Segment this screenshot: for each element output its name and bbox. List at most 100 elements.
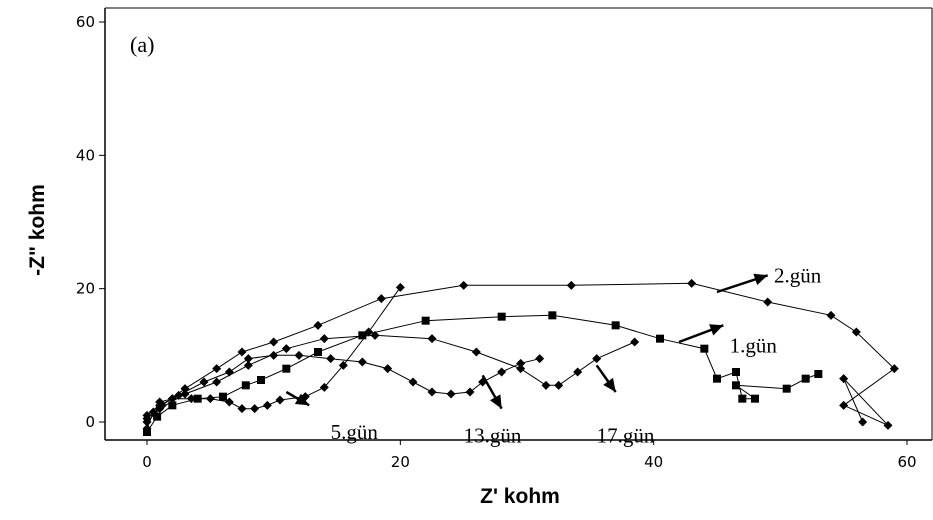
diamond-marker [180, 389, 190, 399]
diamond-marker [186, 394, 196, 404]
square-marker [421, 316, 430, 325]
diamond-marker [395, 282, 405, 292]
y-tick-label: 0 [85, 413, 95, 431]
square-marker [782, 384, 791, 393]
x-tick-label: 0 [142, 453, 152, 471]
annotation-label: 1.gün [730, 333, 778, 357]
diamond-marker [763, 297, 773, 307]
diamond-marker [180, 384, 190, 394]
square-marker [153, 412, 162, 421]
square-marker [497, 312, 506, 321]
diamond-marker [174, 390, 184, 400]
diamond-marker [535, 354, 545, 364]
diamond-marker [281, 344, 291, 354]
diamond-marker [237, 347, 247, 357]
square-marker [732, 368, 740, 376]
diamond-marker [148, 407, 158, 417]
diamond-marker [243, 354, 253, 364]
diamond-marker [155, 404, 165, 414]
diamond-marker [269, 337, 279, 347]
square-marker [282, 364, 291, 373]
panel-label: (a) [130, 32, 154, 57]
square-marker [193, 394, 202, 403]
diamond-marker [243, 360, 253, 370]
x-tick-label: 20 [391, 453, 410, 471]
diamond-marker [839, 400, 849, 410]
axis-ticks: 0 20 40 60 0 20 40 60 [76, 13, 917, 471]
diamond-marker [338, 360, 348, 370]
annotations: 2.gün 1.gün 5.gün 13.gün 17.gün [285, 263, 822, 447]
diamond-marker [630, 337, 640, 347]
series-line-2 [146, 287, 401, 429]
diamond-marker [858, 417, 868, 427]
diamond-marker [224, 367, 234, 377]
diamond-marker [446, 389, 456, 399]
y-axis-label: -Z" kohm [26, 184, 49, 276]
square-marker [713, 374, 721, 383]
annotation-arrowhead [490, 394, 502, 409]
diamond-marker [262, 400, 272, 410]
diamond-marker [319, 334, 329, 344]
diamond-marker [370, 330, 380, 340]
diamond-marker [687, 278, 697, 288]
annotation-label: 2.gün [774, 263, 822, 287]
diamond-marker [566, 280, 576, 290]
diamond-marker [199, 377, 209, 387]
series-line-4 [146, 334, 635, 423]
y-tick-label: 60 [76, 13, 95, 31]
x-axis-label: Z' kohm [480, 485, 560, 508]
diamond-marker [465, 387, 475, 397]
square-marker [548, 311, 557, 320]
diamond-marker [427, 387, 437, 397]
diamond-marker [142, 410, 152, 420]
diamond-marker [357, 357, 367, 367]
series-line-0 [146, 314, 819, 433]
x-tick-label: 40 [644, 453, 663, 471]
diamond-marker [326, 354, 336, 364]
square-marker [801, 374, 810, 383]
diamond-marker [294, 350, 304, 360]
annotation-label: 13.gün [464, 423, 522, 447]
annotation-label: 17.gün [597, 423, 655, 447]
diamond-marker [516, 364, 526, 374]
diamond-marker [319, 382, 329, 392]
square-marker [314, 348, 322, 356]
square-marker [738, 394, 747, 403]
annotation-label: 5.gün [331, 420, 379, 444]
diamond-marker [224, 397, 234, 407]
diamond-marker [516, 358, 526, 368]
square-marker [168, 401, 177, 410]
diamond-marker [883, 420, 893, 430]
square-marker [241, 381, 250, 390]
y-tick-label: 20 [76, 280, 95, 298]
diamond-marker [313, 320, 323, 330]
annotation-arrowhead [603, 377, 616, 392]
diamond-marker [383, 364, 393, 374]
diamond-marker [167, 394, 177, 404]
square-marker [219, 392, 227, 401]
diamond-marker [142, 424, 152, 434]
square-marker [257, 376, 265, 384]
square-marker [358, 331, 367, 340]
annotation-arrowhead [709, 324, 724, 336]
diamond-marker [541, 380, 551, 390]
diamond-marker [851, 327, 861, 337]
diamond-marker [497, 367, 507, 377]
square-marker [611, 321, 620, 330]
diamond-marker [408, 377, 418, 387]
diamond-marker [554, 380, 564, 390]
diamond-marker [212, 364, 222, 374]
diamond-marker [459, 280, 469, 290]
diamond-marker [237, 404, 247, 414]
square-marker [656, 334, 664, 343]
series-lines [146, 282, 896, 433]
diamond-marker [427, 334, 437, 344]
diamond-marker [364, 327, 374, 337]
diamond-marker [826, 310, 836, 320]
diamond-marker [275, 395, 285, 405]
diamond-marker [889, 364, 899, 374]
diamond-marker [376, 294, 386, 304]
square-marker [732, 381, 740, 390]
annotation-arrowhead [294, 393, 310, 406]
x-tick-label: 60 [897, 453, 916, 471]
